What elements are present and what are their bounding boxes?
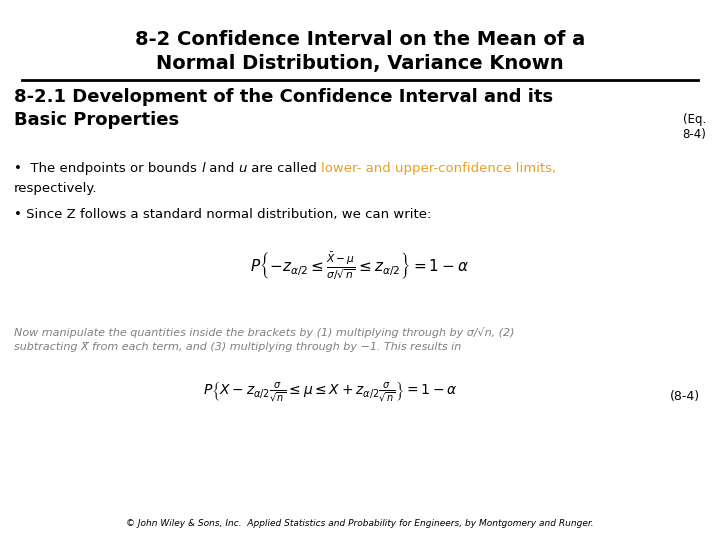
Text: subtracting X̅ from each term, and (3) multiplying through by −1. This results i: subtracting X̅ from each term, and (3) m… <box>14 342 462 352</box>
Text: (8-4): (8-4) <box>670 390 700 403</box>
Text: (Eq.
8-4): (Eq. 8-4) <box>682 113 706 141</box>
Text: © John Wiley & Sons, Inc.  Applied Statistics and Probability for Engineers, by : © John Wiley & Sons, Inc. Applied Statis… <box>126 519 594 528</box>
Text: l: l <box>201 162 204 175</box>
Text: and: and <box>204 162 238 175</box>
Text: $P\left\{-z_{\alpha/2} \leq \frac{\bar{X}-\mu}{\sigma/\sqrt{n}}\leq z_{\alpha/2}: $P\left\{-z_{\alpha/2} \leq \frac{\bar{X… <box>251 250 469 282</box>
Text: 8-2.1 Development of the Confidence Interval and its
Basic Properties: 8-2.1 Development of the Confidence Inte… <box>14 88 553 129</box>
Text: •  The endpoints or bounds: • The endpoints or bounds <box>14 162 201 175</box>
Text: $P\left\{X - z_{\alpha/2}\frac{\sigma}{\sqrt{n}}\leq \mu \leq X + z_{\alpha/2}\f: $P\left\{X - z_{\alpha/2}\frac{\sigma}{\… <box>203 380 457 404</box>
Text: u: u <box>238 162 247 175</box>
Text: • Since Z follows a standard normal distribution, we can write:: • Since Z follows a standard normal dist… <box>14 208 431 221</box>
Text: respectively.: respectively. <box>14 182 97 195</box>
Text: 8-2 Confidence Interval on the Mean of a
Normal Distribution, Variance Known: 8-2 Confidence Interval on the Mean of a… <box>135 30 585 73</box>
Text: are called: are called <box>247 162 321 175</box>
Text: Now manipulate the quantities inside the brackets by (1) multiplying through by : Now manipulate the quantities inside the… <box>14 327 515 338</box>
Text: lower- and upper-confidence limits,: lower- and upper-confidence limits, <box>321 162 556 175</box>
